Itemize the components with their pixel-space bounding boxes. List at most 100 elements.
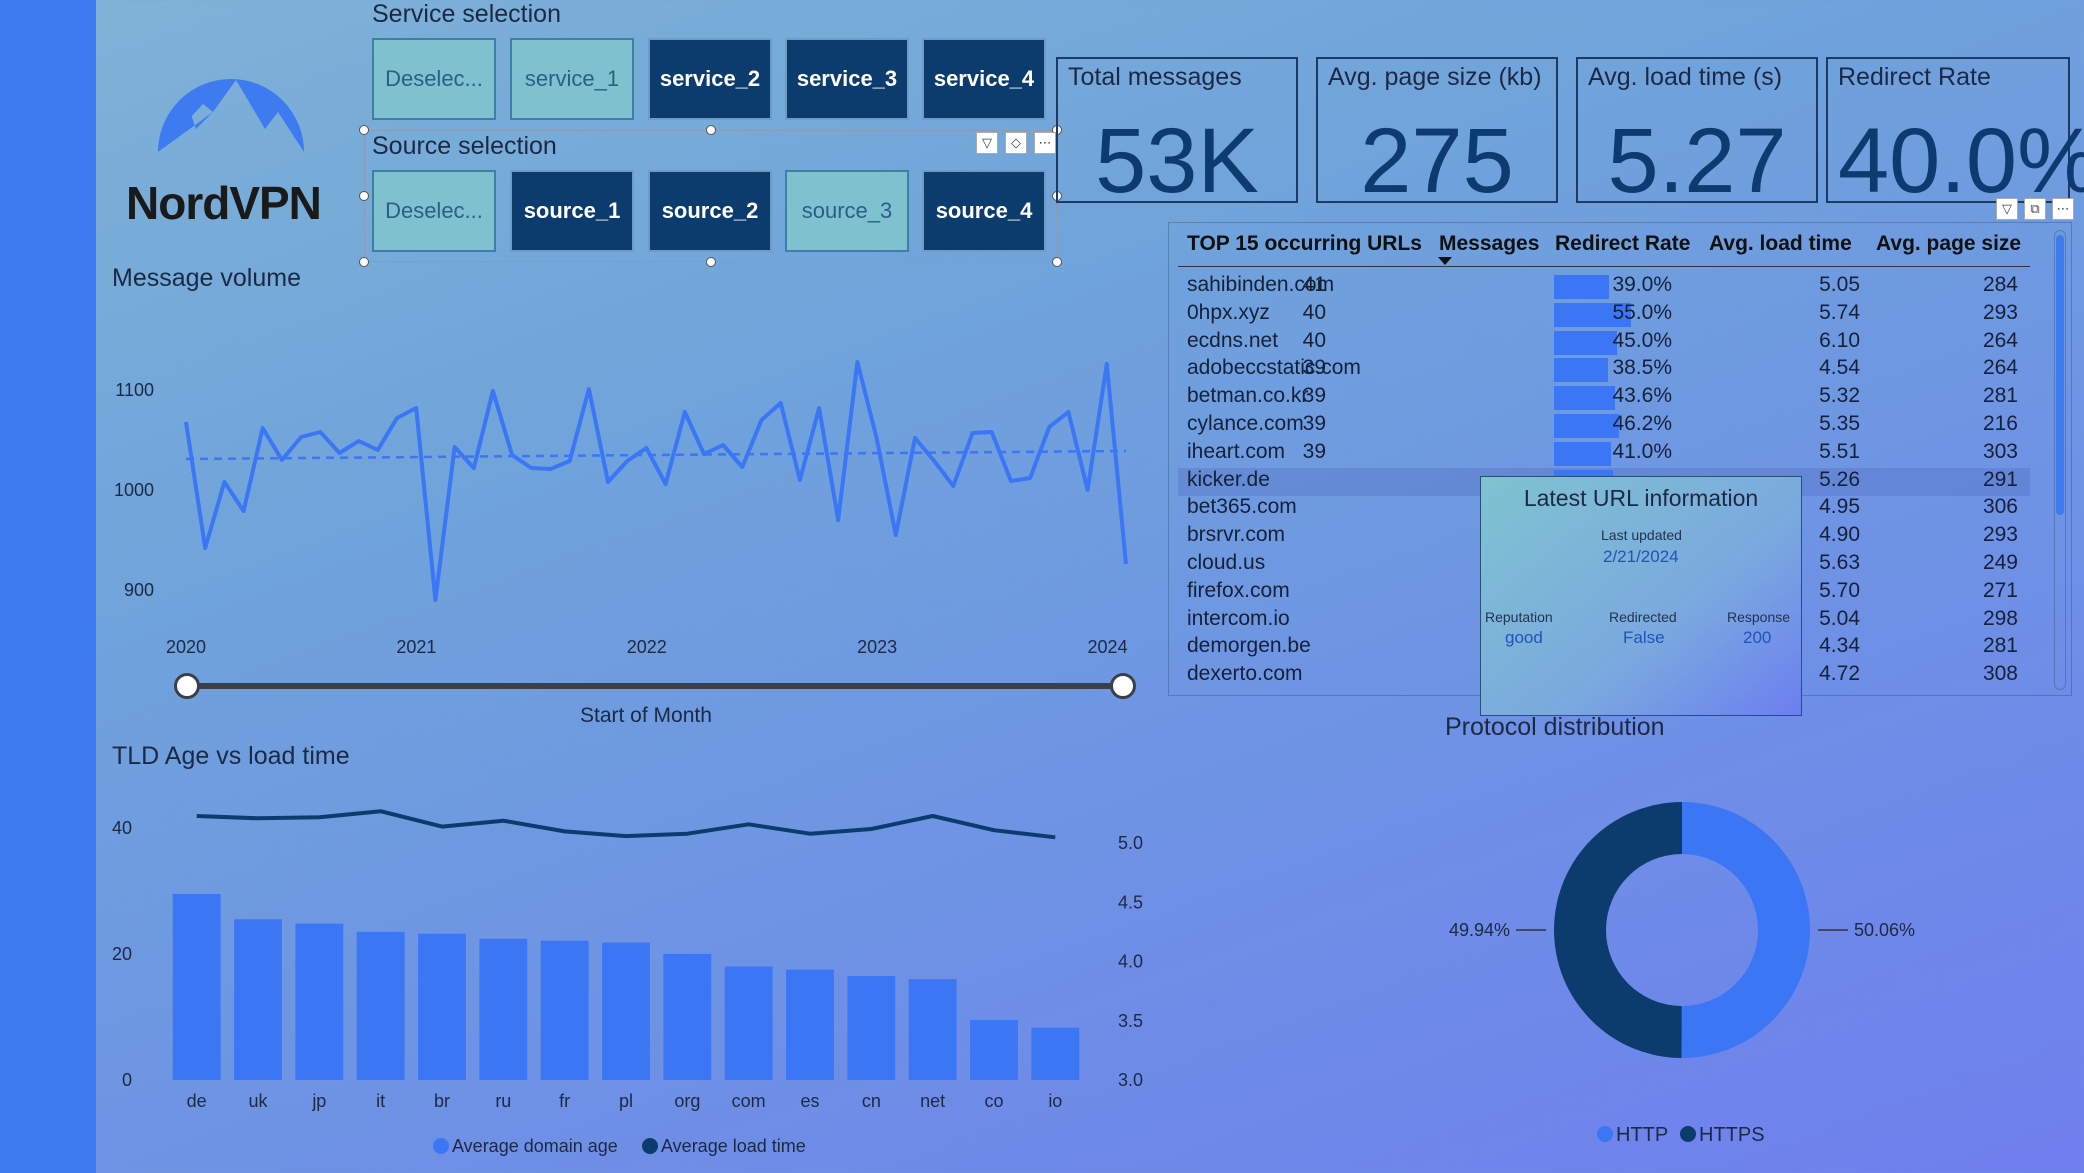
legend-label: Average domain age (452, 1136, 618, 1156)
bar-domain-age[interactable] (908, 979, 957, 1080)
slider-label: Start of Month (580, 704, 712, 727)
table-row[interactable]: firefox.com 5.70 271 (1178, 579, 2030, 607)
service-button-service_2[interactable]: service_2 (648, 38, 772, 120)
resize-handle[interactable] (359, 257, 369, 267)
resize-handle[interactable] (706, 257, 716, 267)
cell-redirect-rate: 41.0% (1612, 439, 1672, 463)
cell-page-size: 293 (1982, 523, 2018, 547)
legend-marker-http (1597, 1126, 1613, 1142)
resize-handle[interactable] (359, 125, 369, 135)
service-button-service_4[interactable]: service_4 (922, 38, 1046, 120)
legend-label: HTTPS (1699, 1124, 1765, 1146)
resize-handle[interactable] (359, 191, 369, 201)
x-tick-label: jp (311, 1091, 326, 1111)
table-row[interactable]: intercom.io 5.04 298 (1178, 607, 2030, 635)
table-row[interactable]: cloud.us 5.63 249 (1178, 551, 2030, 579)
cell-url: betman.co.kr (1187, 384, 1309, 408)
table-row[interactable]: bet365.com 4.95 306 (1178, 495, 2030, 523)
x-tick-label: 2023 (857, 637, 897, 657)
service-button-service_3[interactable]: service_3 (785, 38, 909, 120)
table-scrollbar[interactable] (2054, 230, 2066, 690)
bar-domain-age[interactable] (847, 975, 896, 1080)
table-row[interactable]: brsrvr.com 4.90 293 (1178, 523, 2030, 551)
x-tick-label: net (920, 1091, 945, 1111)
x-tick-label: 2020 (166, 637, 206, 657)
column-header-messages[interactable]: Messages (1439, 232, 1540, 255)
scrollbar-thumb[interactable] (2056, 235, 2064, 515)
table-row[interactable]: adobeccstatic.com 39 38.5% 4.54 264 (1178, 356, 2030, 384)
eraser-icon[interactable]: ◇ (1005, 132, 1027, 154)
kpi-label: Avg. load time (s) (1588, 63, 1783, 91)
more-icon[interactable]: ⋯ (1034, 132, 1056, 154)
table-row[interactable]: sahibinden.com 41 39.0% 5.05 284 (1178, 273, 2030, 301)
cell-redirect-rate: 55.0% (1612, 300, 1672, 324)
y-tick-label: 900 (124, 580, 154, 600)
bar-domain-age[interactable] (172, 894, 221, 1080)
table-row[interactable]: iheart.com 39 41.0% 5.51 303 (1178, 440, 2030, 468)
table-row[interactable]: demorgen.be 4.34 281 (1178, 634, 2030, 662)
bar-domain-age[interactable] (970, 1020, 1018, 1080)
table-row[interactable]: cylance.com 39 46.2% 5.35 216 (1178, 412, 2030, 440)
kpi-value: 40.0% (1838, 110, 2084, 212)
legend-marker-load-time (642, 1138, 658, 1154)
resize-handle[interactable] (706, 125, 716, 135)
kpi-value: 53K (1095, 110, 1259, 212)
bar-domain-age[interactable] (479, 938, 528, 1080)
cell-load-time: 5.70 (1819, 578, 1860, 602)
kpi-label: Avg. page size (kb) (1328, 63, 1542, 91)
filter-icon[interactable]: ▽ (976, 132, 998, 154)
slider-start-handle[interactable] (174, 673, 200, 699)
resize-handle[interactable] (1052, 257, 1062, 267)
bar-domain-age[interactable] (1031, 1027, 1080, 1080)
date-slider[interactable] (186, 683, 1124, 689)
donut-slice-https[interactable] (1554, 802, 1682, 1058)
source-button-source_4[interactable]: source_4 (922, 170, 1046, 252)
source-button-deselect-all[interactable]: Deselec... (372, 170, 496, 252)
table-row[interactable]: betman.co.kr 39 43.6% 5.32 281 (1178, 384, 2030, 412)
mountain-logo-icon (158, 79, 304, 152)
table-row[interactable]: ecdns.net 40 45.0% 6.10 264 (1178, 329, 2030, 357)
service-button-service_1[interactable]: service_1 (510, 38, 634, 120)
cell-load-time: 5.32 (1819, 384, 1860, 408)
focus-icon[interactable]: ⧉ (2024, 198, 2046, 220)
bar-domain-age[interactable] (356, 931, 405, 1080)
column-header-url[interactable]: TOP 15 occurring URLs (1187, 232, 1422, 255)
table-row[interactable]: dexerto.com 4.72 308 (1178, 662, 2030, 690)
source-button-source_2[interactable]: source_2 (648, 170, 772, 252)
cell-url: firefox.com (1187, 578, 1290, 602)
source-button-source_1[interactable]: source_1 (510, 170, 634, 252)
bar-domain-age[interactable] (724, 966, 773, 1080)
y-right-tick-label: 5.0 (1118, 833, 1143, 853)
logo-text: NordVPN (126, 177, 322, 229)
cell-load-time: 4.54 (1819, 356, 1860, 380)
service-button-deselect-all[interactable]: Deselec... (372, 38, 496, 120)
kpi-redirect-rate: Redirect Rate 40.0% (1826, 57, 2084, 212)
cell-redirect-rate: 43.6% (1612, 384, 1672, 408)
bar-domain-age[interactable] (602, 942, 650, 1080)
table-row[interactable]: 0hpx.xyz 40 55.0% 5.74 293 (1178, 301, 2030, 329)
bar-domain-age[interactable] (418, 933, 466, 1080)
cell-page-size: 264 (1982, 356, 2018, 380)
column-header-load-time[interactable]: Avg. load time (1709, 232, 1852, 255)
bar-domain-age[interactable] (786, 969, 834, 1080)
cell-load-time: 5.51 (1819, 439, 1860, 463)
bar-domain-age[interactable] (540, 940, 589, 1080)
message-volume-title: Message volume (112, 264, 301, 292)
y-right-tick-label: 4.5 (1118, 892, 1143, 912)
cell-page-size: 291 (1982, 467, 2018, 491)
more-icon[interactable]: ⋯ (2052, 198, 2074, 220)
filter-icon[interactable]: ▽ (1996, 198, 2018, 220)
source-button-source_3[interactable]: source_3 (785, 170, 909, 252)
column-header-page-size[interactable]: Avg. page size (1876, 232, 2022, 255)
donut-slice-http[interactable] (1681, 802, 1811, 1058)
bar-domain-age[interactable] (295, 923, 344, 1080)
redirect-rate-bar (1554, 441, 1612, 466)
bar-domain-age[interactable] (663, 953, 712, 1080)
column-header-redirect-rate[interactable]: Redirect Rate (1555, 232, 1691, 255)
bar-domain-age[interactable] (234, 919, 282, 1080)
legend-label: HTTP (1616, 1124, 1668, 1146)
redirected-value: False (1623, 628, 1665, 647)
cell-url: bet365.com (1187, 495, 1297, 519)
redirect-rate-bar (1554, 302, 1631, 327)
slider-end-handle[interactable] (1110, 673, 1136, 699)
